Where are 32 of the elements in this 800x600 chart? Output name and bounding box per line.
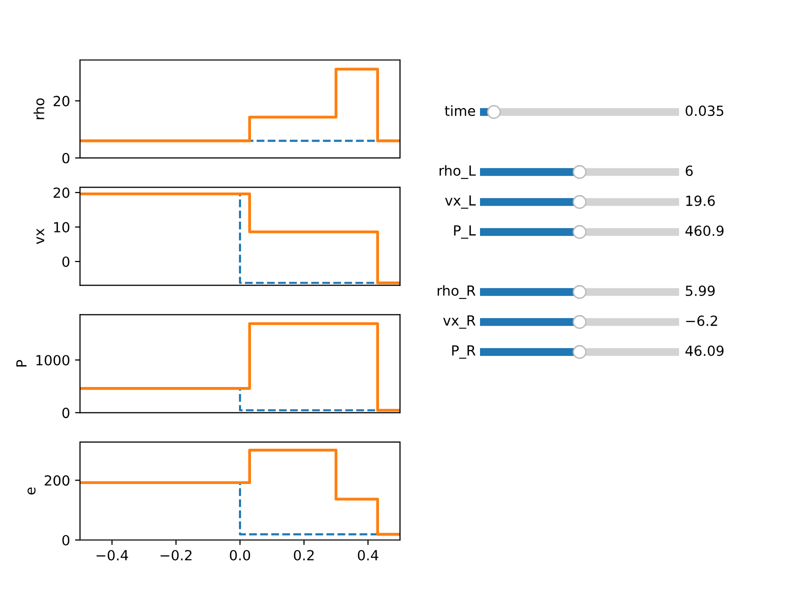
- data-label: 19.6: [686, 196, 715, 206]
- y-axis-title: P: [16, 360, 26, 366]
- y-tick-label: 0: [62, 534, 70, 546]
- category-label: rho_R: [438, 285, 476, 299]
- data-label: 0.035: [686, 106, 724, 116]
- y-tick-label: 0: [62, 256, 70, 267]
- x-tick-label: −0.4: [96, 550, 128, 560]
- category-label: vx_R: [443, 315, 476, 329]
- category-label: P_L: [454, 225, 476, 239]
- category-label: rho_L: [440, 165, 476, 179]
- y-axis-title: vx: [36, 228, 44, 244]
- y-tick-label: 1000: [36, 354, 70, 366]
- data-label: 5.99: [686, 286, 715, 296]
- x-tick-label: 0.2: [294, 550, 314, 560]
- y-tick-label: 20: [54, 187, 70, 198]
- category-label: P_R: [452, 345, 476, 359]
- y-tick-label: 10: [54, 222, 70, 232]
- y-tick-label: 0: [62, 408, 70, 418]
- y-axis-title: e: [28, 487, 36, 495]
- category-label: time: [444, 105, 476, 116]
- data-label: 460.9: [685, 226, 724, 236]
- data-label: 46.09: [685, 346, 724, 356]
- x-tick-label: 0.0: [230, 550, 250, 560]
- y-tick-label: 200: [44, 475, 70, 486]
- x-tick-label: −0.2: [160, 550, 192, 560]
- y-tick-label: 20: [54, 96, 70, 106]
- category-label: vx_L: [445, 195, 476, 209]
- data-label: 6: [686, 166, 693, 176]
- y-tick-label: 0: [62, 152, 70, 164]
- data-label: −6.2: [686, 316, 718, 326]
- y-axis-title: rho: [34, 98, 44, 120]
- x-tick-label: 0.4: [358, 550, 378, 560]
